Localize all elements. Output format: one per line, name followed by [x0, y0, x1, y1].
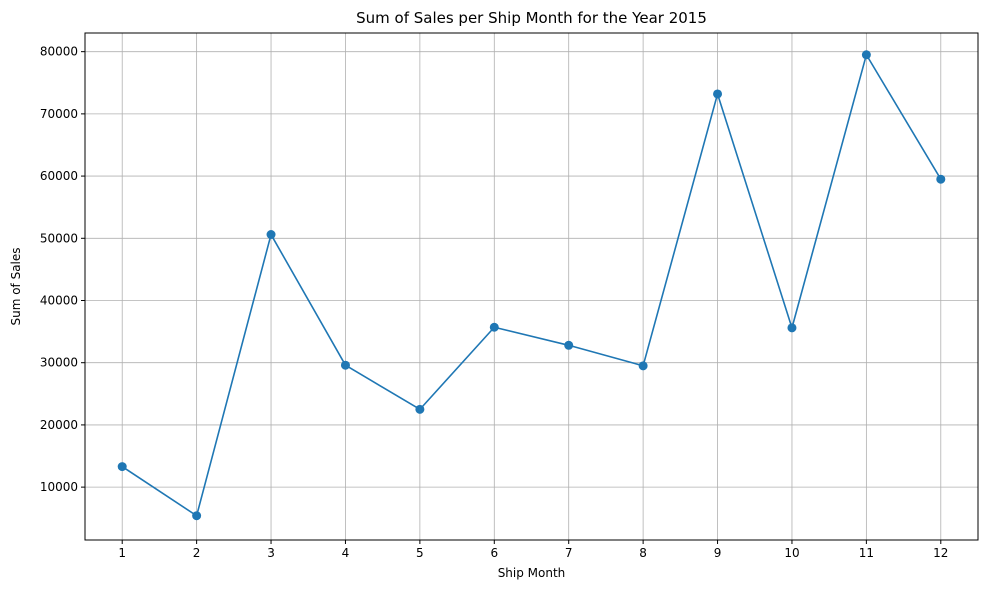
y-tick-label: 70000 — [40, 107, 78, 121]
data-point — [861, 50, 871, 60]
x-tick-label: 2 — [193, 546, 201, 560]
data-point — [192, 511, 202, 521]
x-axis-label: Ship Month — [498, 566, 566, 580]
x-tick-label: 8 — [639, 546, 647, 560]
x-axis-ticks: 1 2 3 4 5 6 7 8 9 10 11 12 — [118, 540, 948, 560]
x-tick-label: 7 — [565, 546, 573, 560]
x-tick-label: 3 — [267, 546, 275, 560]
x-tick-label: 9 — [714, 546, 722, 560]
y-tick-label: 20000 — [40, 418, 78, 432]
x-tick-label: 11 — [859, 546, 874, 560]
data-point — [936, 174, 946, 184]
x-tick-label: 12 — [933, 546, 948, 560]
data-point — [489, 322, 499, 332]
chart-title: Sum of Sales per Ship Month for the Year… — [356, 9, 707, 27]
y-tick-label: 10000 — [40, 480, 78, 494]
series-line — [121, 53, 942, 517]
y-tick-label: 50000 — [40, 231, 78, 245]
data-point — [713, 89, 723, 99]
y-tick-label: 60000 — [40, 169, 78, 183]
axes: 1 2 3 4 5 6 7 8 9 10 11 12 100002000030000400005000… — [40, 32, 979, 560]
data-point — [340, 360, 350, 370]
data-point — [787, 323, 797, 333]
data-point — [117, 462, 127, 472]
data-point — [564, 340, 574, 350]
data-point — [638, 361, 648, 371]
x-tick-label: 5 — [416, 546, 424, 560]
x-tick-label: 4 — [342, 546, 350, 560]
y-axis-label: Sum of Sales — [9, 247, 23, 325]
plot-frame — [84, 32, 979, 541]
data-point — [266, 230, 276, 240]
y-tick-label: 30000 — [40, 356, 78, 370]
data-point — [415, 404, 425, 414]
x-tick-label: 10 — [784, 546, 799, 560]
y-tick-label: 40000 — [40, 293, 78, 307]
grid-lines — [85, 33, 978, 540]
y-axis-ticks: 10000 20000 30000 40000 50000 60000 70000 80000 — [40, 45, 85, 494]
x-tick-label: 1 — [118, 546, 126, 560]
x-tick-label: 6 — [490, 546, 498, 560]
y-tick-label: 80000 — [40, 45, 78, 59]
series-layer — [117, 50, 946, 521]
